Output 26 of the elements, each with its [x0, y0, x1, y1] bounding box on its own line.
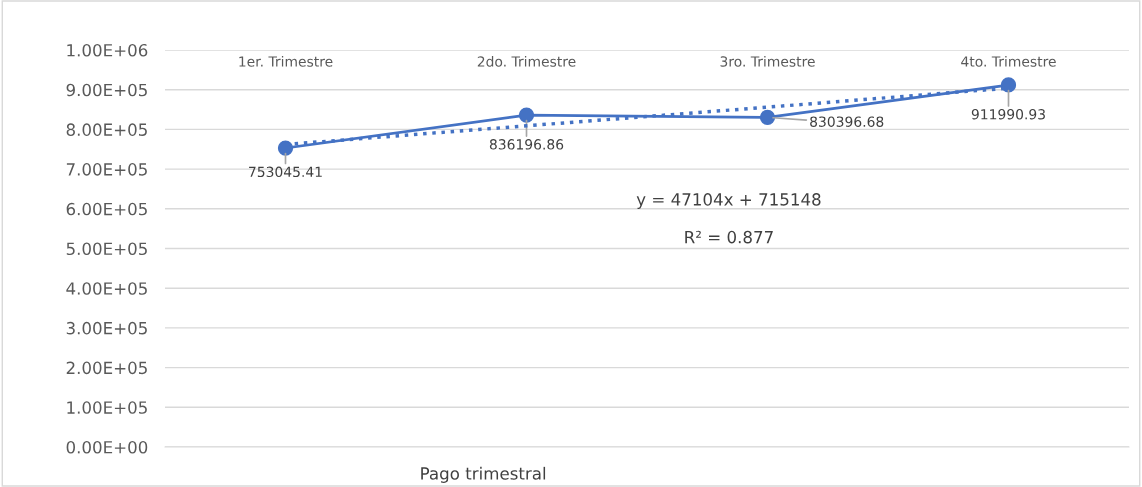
y-tick-label: 8.00E+05: [66, 123, 147, 136]
y-tick-label: 2.00E+05: [66, 361, 147, 375]
y-tick-label: 5.00E+05: [66, 242, 147, 256]
annotation: R² = 0.877: [685, 230, 773, 244]
point: [518, 107, 535, 123]
annotation: y = 47104x + 715148: [636, 193, 821, 209]
y-tick-label: 1.00E+06: [67, 43, 148, 57]
data-label: 836196.86: [489, 139, 564, 150]
x-tick-label: 3ro. Trimestre: [720, 56, 815, 67]
point: [277, 140, 294, 156]
y-tick-label: 6.00E+05: [66, 202, 147, 216]
x-axis-title: Pago trimestral: [421, 466, 546, 483]
x-tick-label: 4to. Trimestre: [961, 56, 1056, 67]
y-tick-label: 3.00E+05: [66, 321, 147, 335]
y-tick-label: 7.00E+05: [66, 163, 147, 176]
point: [759, 109, 776, 125]
y-tick-label: 4.00E+05: [66, 282, 147, 295]
y-tick-label: 1.00E+05: [67, 401, 147, 414]
x-tick-label: 1er. Trimestre: [239, 56, 333, 67]
y-tick-label: 0.00E+00: [66, 440, 148, 454]
data-label: 753045.41: [249, 166, 322, 178]
x-tick-label: 2do. Trimestre: [477, 56, 576, 67]
y-tick-label: 9.00E+05: [66, 83, 147, 97]
data-label: 830396.68: [810, 116, 884, 127]
data-label: 911990.93: [971, 109, 1045, 120]
point: [1000, 77, 1017, 93]
